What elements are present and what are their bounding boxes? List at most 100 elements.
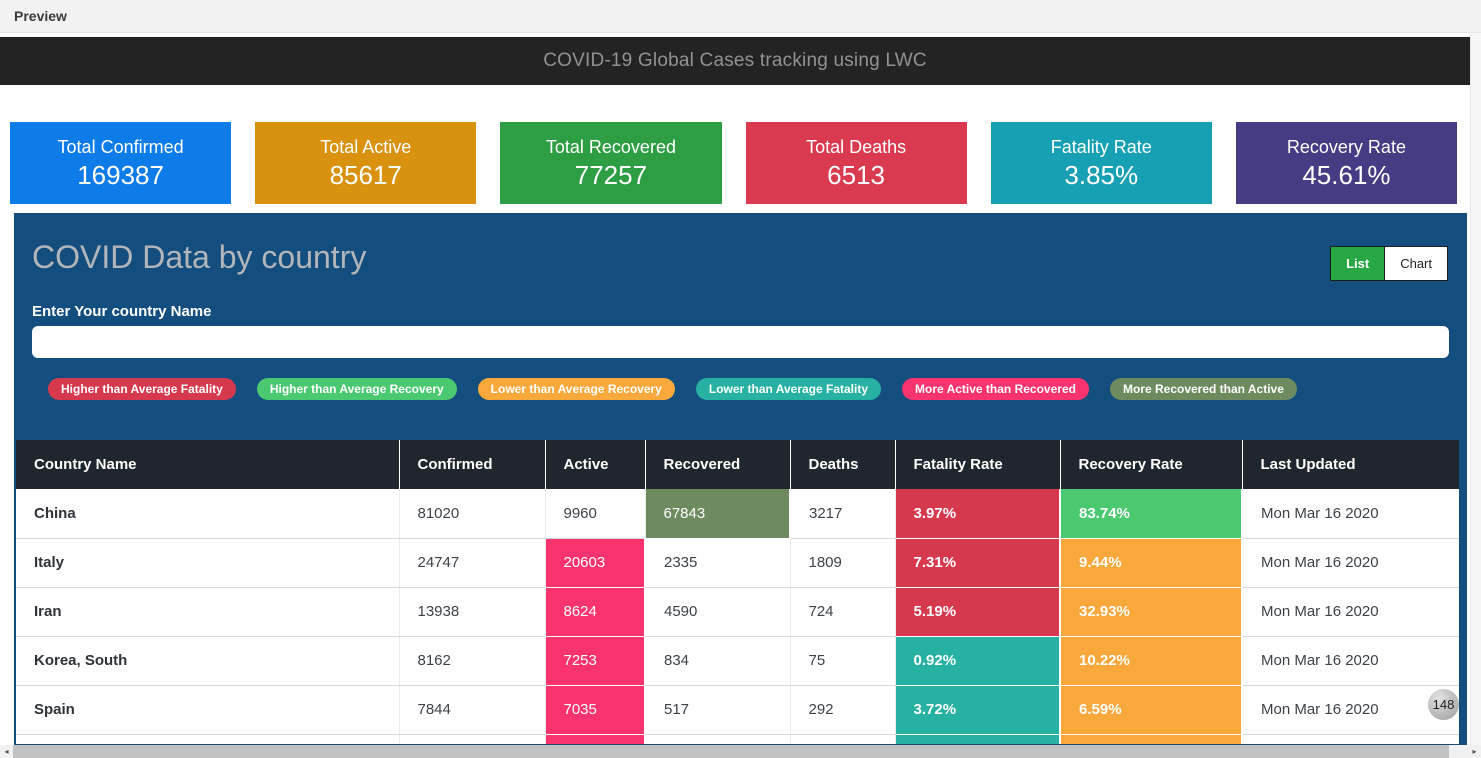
cell-country [16, 734, 400, 744]
col-header-confirmed: Confirmed [399, 440, 546, 489]
horizontal-scrollbar-thumb[interactable] [13, 745, 1449, 758]
chart-view-button[interactable]: Chart [1384, 246, 1448, 281]
cell-last-updated: Mon Mar 16 2020 [1242, 685, 1459, 735]
cell-deaths: 1809 [790, 538, 896, 588]
country-search-input[interactable] [32, 326, 1449, 358]
stat-card-recovery-rate: Recovery Rate 45.61% [1235, 122, 1458, 204]
table-row: Iran 13938 8624 4590 724 5.19% 32.93% Mon Mar 1… [16, 587, 1459, 637]
cell-confirmed [399, 734, 546, 744]
legend-badge-higher-recovery: Higher than Average Recovery [256, 378, 457, 400]
col-header-recovered: Recovered [645, 440, 791, 489]
col-header-active: Active [545, 440, 646, 489]
cell-active: 7035 [545, 685, 646, 735]
cell-last-updated: Mon Mar 16 2020 [1242, 538, 1459, 588]
cell-recovery-rate: 83.74% [1060, 489, 1243, 539]
cell-country: Spain [16, 685, 400, 735]
cell-recovery-rate: 10.22% [1060, 636, 1243, 686]
legend-badge-lower-recovery: Lower than Average Recovery [477, 378, 675, 400]
col-header-recovery-rate: Recovery Rate [1060, 440, 1243, 489]
cell-deaths: 724 [790, 587, 896, 637]
country-table: Country Name Confirmed Active Recovered … [16, 440, 1459, 744]
preview-title: Preview [14, 8, 67, 24]
stat-card-fatality-rate: Fatality Rate 3.85% [990, 122, 1212, 204]
cell-fatality-rate [895, 734, 1061, 744]
legend-badge-more-recovered: More Recovered than Active [1109, 378, 1297, 400]
record-count-badge: 148 [1428, 689, 1459, 720]
table-body: China 81020 9960 67843 3217 3.97% 83.74% Mon Ma… [16, 489, 1459, 744]
app-title-bar: COVID-19 Global Cases tracking using LWC [0, 37, 1470, 85]
cell-recovered: 517 [645, 685, 791, 735]
cell-confirmed: 13938 [399, 587, 546, 637]
cell-confirmed: 8162 [399, 636, 546, 686]
stat-card-total-recovered: Total Recovered 77257 [500, 122, 722, 204]
table-row: Korea, South 8162 7253 834 75 0.92% 10.22% Mon … [16, 636, 1459, 686]
col-header-fatality-rate: Fatality Rate [895, 440, 1061, 489]
cell-fatality-rate: 3.72% [895, 685, 1061, 735]
cell-recovered: 4590 [645, 587, 791, 637]
cell-recovered: 2335 [645, 538, 791, 588]
col-header-last-updated: Last Updated [1242, 440, 1459, 489]
cell-country: Korea, South [16, 636, 400, 686]
stat-card-value: 6513 [827, 160, 886, 190]
legend-row: Higher than Average Fatality Higher than… [14, 378, 1467, 400]
cell-recovered: 834 [645, 636, 791, 686]
stat-card-value: 45.61% [1302, 160, 1391, 190]
cell-fatality-rate: 5.19% [895, 587, 1061, 637]
horizontal-scrollbar[interactable]: ◂ ▸ [0, 745, 1481, 758]
cell-country: China [16, 489, 400, 539]
cell-deaths [790, 734, 896, 744]
panel-title: COVID Data by country [32, 239, 367, 275]
stat-card-label: Total Active [320, 137, 412, 157]
cell-recovery-rate: 6.59% [1060, 685, 1243, 735]
table-header-row: Country Name Confirmed Active Recovered … [16, 440, 1459, 489]
stat-card-label: Total Confirmed [57, 137, 184, 157]
cell-confirmed: 7844 [399, 685, 546, 735]
cell-recovered: 67843 [645, 489, 791, 539]
stat-card-total-confirmed: Total Confirmed 169387 [10, 122, 232, 204]
cell-active: 20603 [545, 538, 646, 588]
table-row [16, 734, 1459, 744]
cell-fatality-rate: 3.97% [895, 489, 1061, 539]
stat-card-value: 77257 [574, 160, 648, 190]
country-table-wrap: Country Name Confirmed Active Recovered … [16, 440, 1459, 744]
scroll-right-arrow-icon[interactable]: ▸ [1472, 747, 1477, 756]
cell-recovered [645, 734, 791, 744]
cell-fatality-rate: 0.92% [895, 636, 1061, 686]
stat-card-label: Fatality Rate [1050, 137, 1152, 157]
view-toggle-group: List Chart [1330, 246, 1448, 281]
cell-confirmed: 24747 [399, 538, 546, 588]
stat-cards-row: Total Confirmed 169387 Total Active 8561… [0, 122, 1470, 204]
list-view-button[interactable]: List [1330, 246, 1385, 281]
stat-card-total-active: Total Active 85617 [255, 122, 477, 204]
stat-card-label: Total Recovered [545, 137, 676, 157]
cell-deaths: 3217 [790, 489, 896, 539]
cell-last-updated: Mon Mar 16 2020 [1242, 489, 1459, 539]
vertical-scrollbar[interactable] [1470, 33, 1481, 745]
cell-fatality-rate: 7.31% [895, 538, 1061, 588]
cell-country: Italy [16, 538, 400, 588]
cell-active: 7253 [545, 636, 646, 686]
stat-card-label: Recovery Rate [1286, 137, 1406, 157]
search-label: Enter Your country Name [32, 303, 212, 320]
table-row: Spain 7844 7035 517 292 3.72% 6.59% Mon Mar 16 … [16, 685, 1459, 735]
cell-last-updated: Mon Mar 16 2020 [1242, 636, 1459, 686]
legend-badge-lower-fatality: Lower than Average Fatality [695, 378, 882, 400]
stat-card-total-deaths: Total Deaths 6513 [745, 122, 967, 204]
cell-confirmed: 81020 [399, 489, 546, 539]
stat-card-label: Total Deaths [806, 137, 907, 157]
preview-bar: Preview [0, 0, 1481, 33]
stat-card-value: 3.85% [1064, 160, 1139, 190]
legend-badge-more-active: More Active than Recovered [902, 378, 1089, 400]
col-header-deaths: Deaths [790, 440, 896, 489]
cell-last-updated [1242, 734, 1459, 744]
col-header-country: Country Name [16, 440, 400, 489]
stat-card-value: 169387 [77, 160, 164, 190]
cell-recovery-rate [1060, 734, 1243, 744]
table-row: Italy 24747 20603 2335 1809 7.31% 9.44% Mon Mar… [16, 538, 1459, 588]
cell-active [545, 734, 646, 744]
covid-data-panel: COVID Data by country List Chart Enter Y… [14, 213, 1467, 758]
app-title: COVID-19 Global Cases tracking using LWC [543, 50, 927, 71]
table-row: China 81020 9960 67843 3217 3.97% 83.74% Mon Ma… [16, 489, 1459, 539]
scroll-left-arrow-icon[interactable]: ◂ [4, 747, 9, 756]
cell-country: Iran [16, 587, 400, 637]
